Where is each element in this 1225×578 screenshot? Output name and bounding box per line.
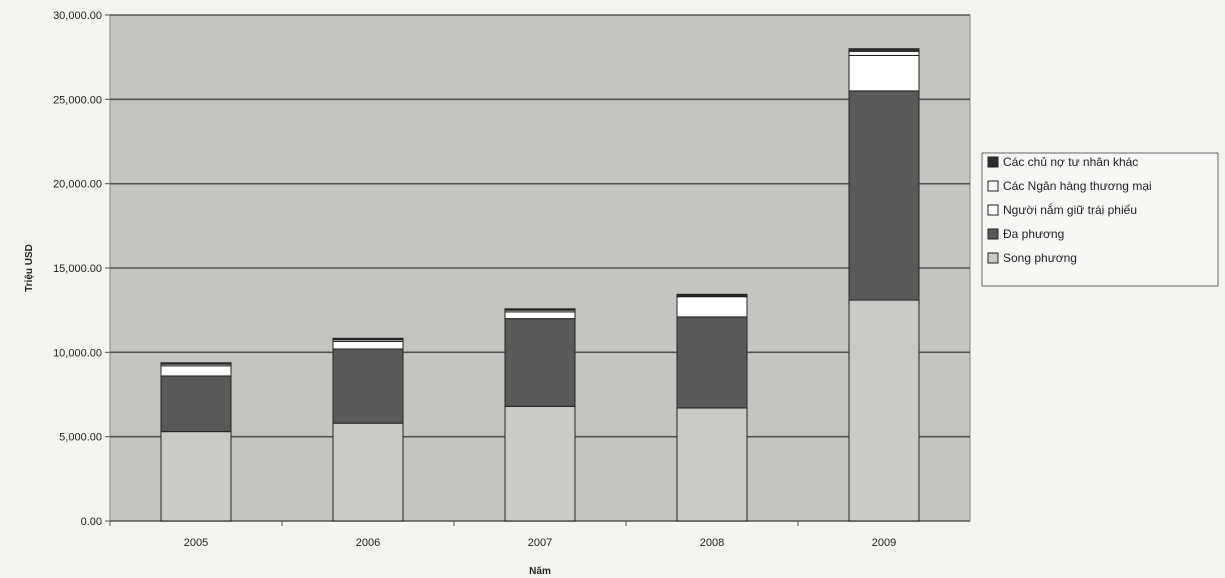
- bar-segment: [848, 48, 920, 52]
- bar-segment: [160, 431, 232, 522]
- bar-segment: [332, 337, 404, 341]
- bar-segment: [676, 316, 748, 409]
- x-tick-labels: 2005 2006 2007 2008 2009: [109, 521, 896, 549]
- bar-segment: [332, 348, 404, 424]
- x-tick-label: 2006: [356, 537, 380, 549]
- y-tick-label: 25,000.00: [53, 94, 102, 106]
- y-tick-label: 10,000.00: [53, 347, 102, 359]
- legend: Các chủ nợ tư nhân khác Các Ngân hàng thư…: [981, 152, 1219, 287]
- legend-swatch: [987, 156, 999, 168]
- gridlines: [105, 14, 970, 522]
- y-tick-label: 30,000.00: [53, 10, 102, 22]
- legend-box: [981, 152, 1219, 287]
- bar-segment: [332, 340, 404, 350]
- bar-segment: [160, 362, 232, 365]
- legend-swatch: [987, 252, 999, 264]
- y-tick-label: 0.00: [81, 516, 102, 528]
- bars: [160, 48, 920, 522]
- x-tick-label: 2005: [184, 537, 208, 549]
- y-tick-label: 15,000.00: [53, 263, 102, 275]
- bar-segment: [676, 293, 748, 297]
- legend-label: Các Ngân hàng thương mại: [1003, 179, 1152, 193]
- bar-segment: [676, 407, 748, 522]
- bar-segment: [848, 299, 920, 522]
- bar-segment: [848, 50, 920, 56]
- bar-segment: [504, 405, 576, 522]
- x-tick-label: 2008: [700, 537, 724, 549]
- bar-segment: [848, 54, 920, 92]
- y-tick-label: 5,000.00: [59, 432, 102, 444]
- legend-label: Đa phương: [1003, 227, 1064, 241]
- legend-label: Người nắm giữ trái phiếu: [1003, 202, 1137, 217]
- y-tick-label: 20,000.00: [53, 179, 102, 191]
- legend-label: Các chủ nợ tư nhân khác: [1003, 155, 1138, 169]
- bar-segment: [332, 422, 404, 522]
- bar-segment: [504, 308, 576, 311]
- x-tick-label: 2009: [872, 537, 896, 549]
- legend-swatch: [987, 204, 999, 216]
- legend-swatch: [987, 228, 999, 240]
- y-axis-title: Triệu USD: [24, 244, 35, 292]
- x-axis-title: Năm: [529, 566, 551, 577]
- bar-segment: [676, 296, 748, 318]
- bar-segment: [160, 375, 232, 433]
- legend-label: Song phương: [1003, 251, 1077, 265]
- bar-segment: [504, 311, 576, 320]
- bar-segment: [504, 318, 576, 407]
- x-tick-label: 2007: [528, 537, 552, 549]
- y-tick-labels: 0.00 5,000.00 10,000.00 15,000.00 20,000.00 2…: [53, 10, 102, 528]
- bar-segment: [848, 90, 920, 301]
- bar-segment: [160, 365, 232, 377]
- legend-swatch: [987, 180, 999, 192]
